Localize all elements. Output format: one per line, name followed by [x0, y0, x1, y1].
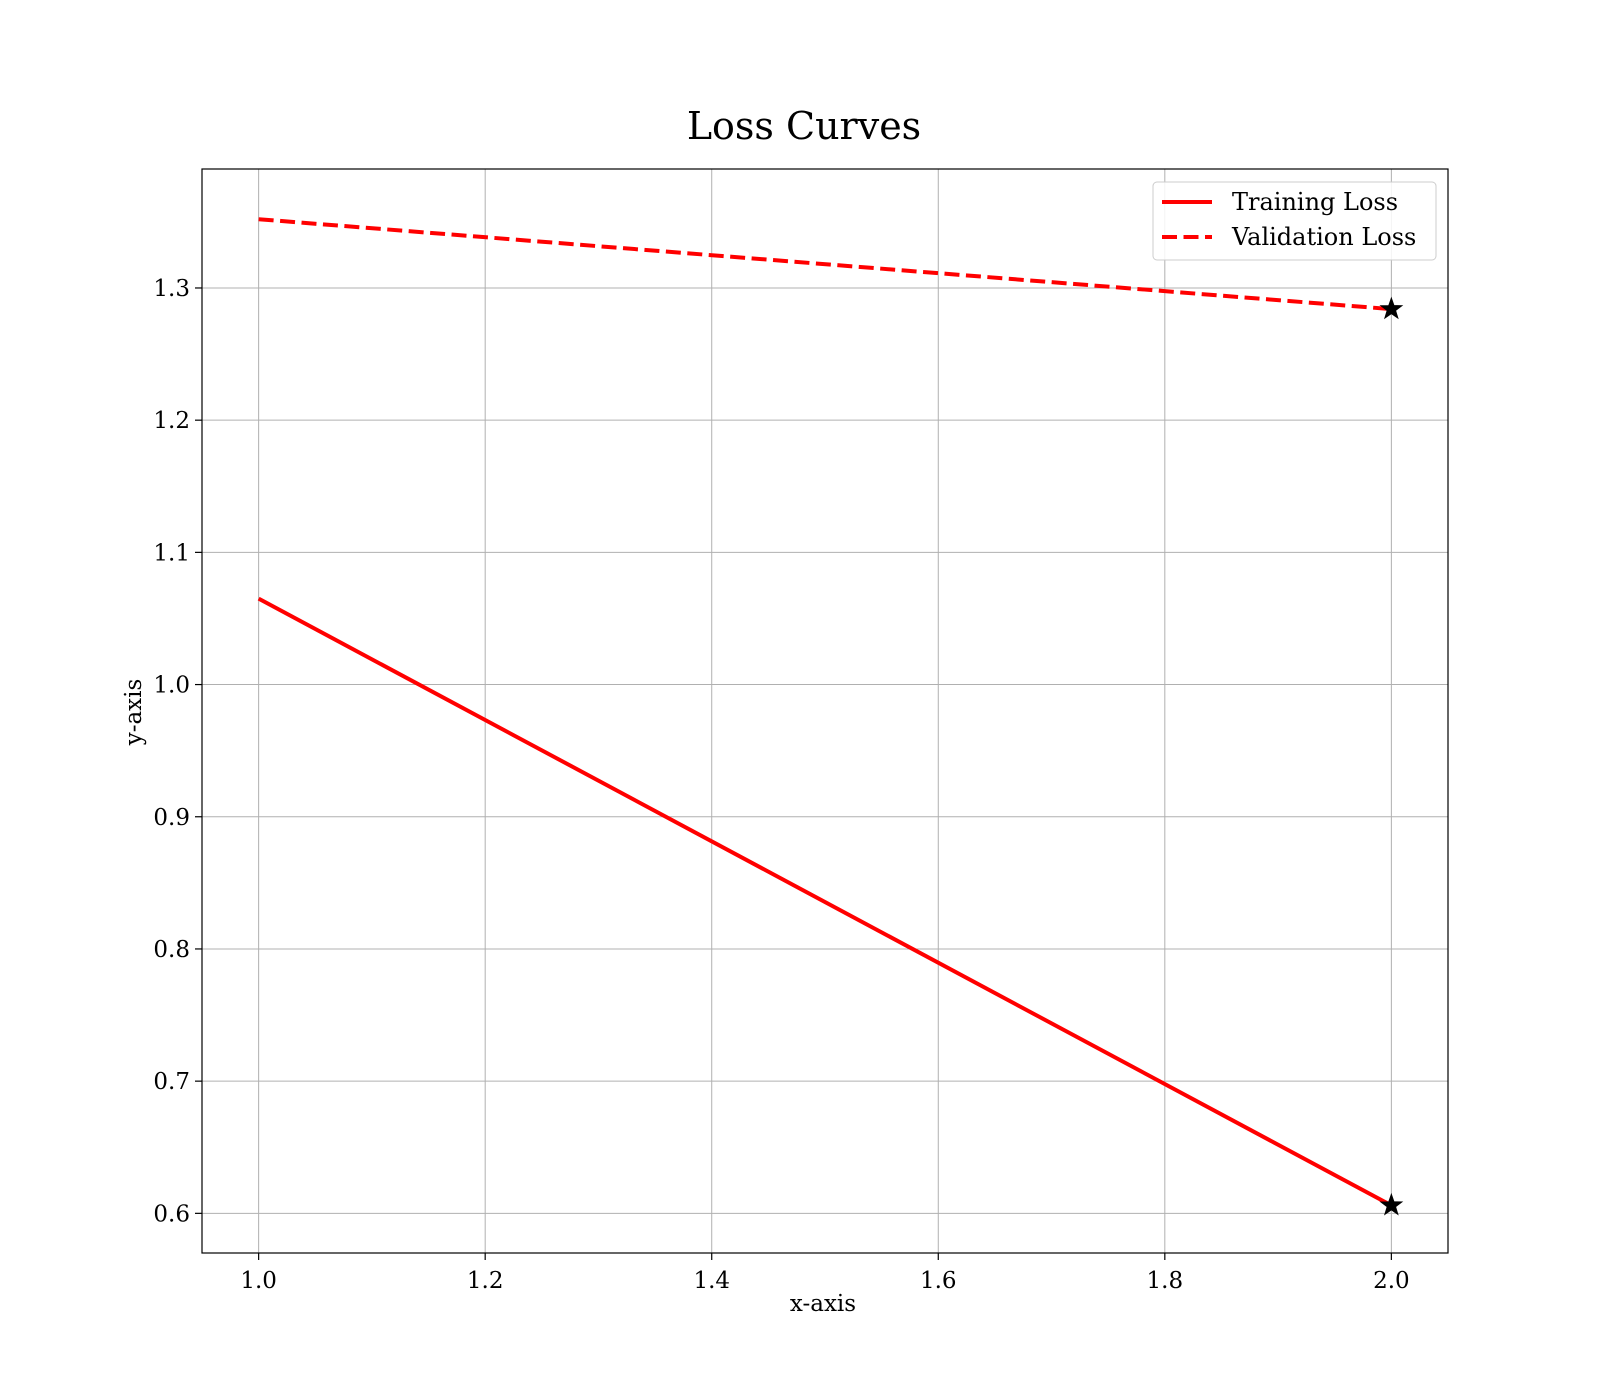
series-line-validation-loss: [258, 217, 1392, 312]
y-tick-label: 0.9: [153, 805, 190, 831]
x-axis-label: x-axis: [790, 1291, 856, 1317]
y-tick-label: 1.3: [153, 276, 190, 302]
x-axis-ticks: 1.0 1.2 1.4 1.6 1.8 2.0: [240, 1253, 1410, 1294]
chart-title: Loss Curves: [687, 104, 921, 148]
legend-label-validation-loss: Validation Loss: [1231, 223, 1416, 251]
x-tick-label: 1.4: [693, 1268, 730, 1294]
x-tick-label: 2.0: [1373, 1268, 1410, 1294]
y-tick-label: 1.1: [153, 540, 190, 566]
x-tick-label: 1.0: [240, 1268, 277, 1294]
y-tick-label: 1.0: [153, 673, 190, 699]
x-tick-label: 1.8: [1147, 1268, 1184, 1294]
y-axis-ticks: 0.6 0.7 0.8 0.9 1.0 1.1 1.2 1.3: [153, 276, 202, 1227]
series-lines: [257, 217, 1393, 1208]
x-tick-label: 1.6: [920, 1268, 957, 1294]
legend-box: [1152, 181, 1437, 261]
series-line-training-loss: [257, 596, 1393, 1208]
end-markers: [1379, 296, 1404, 1216]
y-tick-label: 0.7: [153, 1069, 190, 1095]
plot-area-frame: [201, 168, 1449, 1254]
y-axis-label: y-axis: [121, 679, 147, 747]
star-marker-validation-loss: [1379, 296, 1404, 320]
legend: Training Loss Validation Loss: [1152, 181, 1437, 261]
legend-label-training-loss: Training Loss: [1232, 188, 1398, 216]
y-tick-label: 0.8: [153, 937, 190, 963]
grid: [202, 169, 1448, 1253]
x-tick-label: 1.2: [467, 1268, 504, 1294]
y-tick-label: 1.2: [153, 408, 190, 434]
y-tick-label: 0.6: [153, 1201, 190, 1227]
star-marker-training-loss: [1379, 1192, 1404, 1216]
